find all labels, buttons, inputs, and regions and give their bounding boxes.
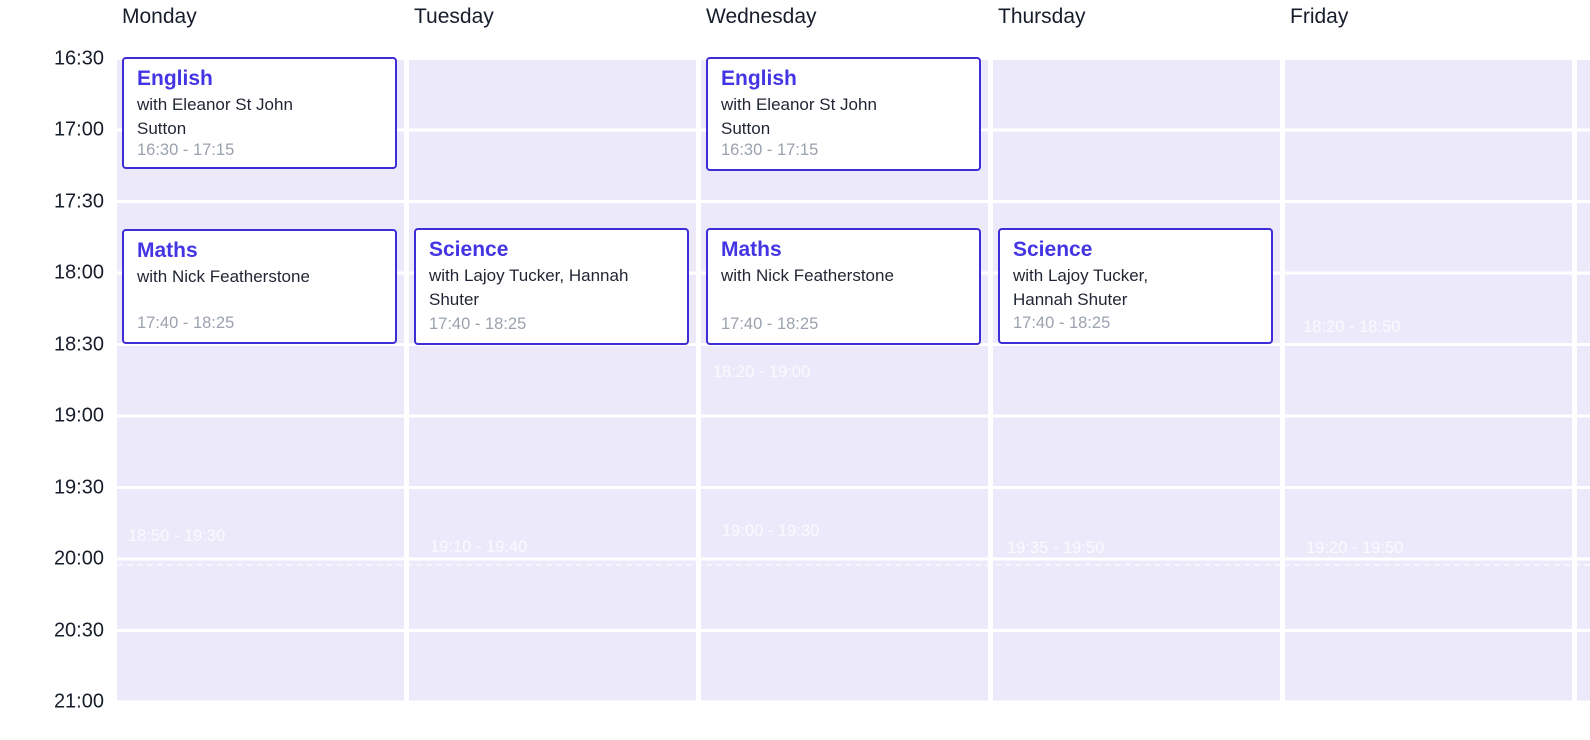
event-card-wed-maths[interactable]: Maths with Nick Featherstone 17:40 - 18:25: [706, 228, 981, 345]
event-card-mon-english[interactable]: English with Eleanor St John Sutton 16:30 …: [122, 57, 397, 169]
event-card-tue-science[interactable]: Science with Lajoy Tucker, Hannah Shuter 1…: [414, 228, 689, 345]
time-label-1630: 16:30: [53, 47, 104, 69]
ghost-time-label: 18:50 - 19:30: [128, 527, 226, 545]
ghost-time-label: 18:20 - 18:50: [1303, 318, 1401, 336]
day-column-monday[interactable]: [117, 57, 404, 701]
column-divider: [1280, 57, 1285, 701]
time-label-1830: 18:30: [53, 333, 104, 355]
day-column-friday[interactable]: [1285, 57, 1572, 701]
event-teachers: with Eleanor St John Sutton: [721, 94, 877, 138]
event-time-range: 17:40 - 18:25: [1013, 313, 1111, 332]
column-divider: [988, 57, 993, 701]
event-time-range: 17:40 - 18:25: [137, 313, 235, 332]
column-divider: [404, 57, 409, 701]
event-card-mon-maths[interactable]: Maths with Nick Featherstone 17:40 - 18:25: [122, 229, 397, 344]
event-time-range: 16:30 - 17:15: [137, 141, 235, 160]
column-divider: [696, 57, 701, 701]
day-column-wednesday[interactable]: [701, 57, 988, 701]
event-card-thu-science[interactable]: Science with Lajoy Tucker, Hannah Shuter 1…: [998, 228, 1273, 344]
ghost-dashed-line: [117, 564, 1590, 566]
event-title: Science: [429, 238, 509, 261]
time-label-1930: 19:30: [53, 476, 104, 498]
day-column-tuesday[interactable]: [409, 57, 696, 701]
day-header-monday: Monday: [122, 5, 197, 28]
time-label-1900: 19:00: [53, 404, 104, 427]
ghost-time-label: 19:10 - 19:40: [430, 538, 528, 556]
event-teachers: with Nick Featherstone: [721, 265, 894, 285]
time-label-2030: 20:30: [53, 619, 104, 641]
ghost-time-label: 19:20 - 19:50: [1306, 539, 1404, 557]
event-title: Maths: [137, 239, 198, 262]
ghost-time-label: 18:20 - 19:00: [713, 363, 811, 381]
event-title: Maths: [721, 238, 782, 261]
day-header-tuesday: Tuesday: [414, 5, 494, 28]
event-teachers: with Nick Featherstone: [137, 266, 310, 286]
event-teachers: with Eleanor St John Sutton: [137, 94, 293, 138]
ghost-time-label: 19:35 - 19:50: [1007, 539, 1105, 557]
event-time-range: 16:30 - 17:15: [721, 141, 819, 160]
day-column-thursday[interactable]: [993, 57, 1280, 701]
time-label-1800: 18:00: [53, 261, 104, 284]
event-time-range: 17:40 - 18:25: [429, 314, 527, 333]
event-teachers: with Lajoy Tucker, Hannah Shuter: [429, 265, 629, 309]
event-time-range: 17:40 - 18:25: [721, 314, 819, 333]
time-label-2000: 20:00: [53, 547, 104, 570]
event-title: English: [137, 67, 213, 90]
day-header-wednesday: Wednesday: [706, 5, 817, 28]
event-teachers: with Lajoy Tucker, Hannah Shuter: [1013, 265, 1149, 309]
ghost-time-label: 19:00 - 19:30: [722, 522, 820, 540]
event-card-wed-english[interactable]: English with Eleanor St John Sutton 16:30 …: [706, 57, 981, 171]
event-title: Science: [1013, 238, 1093, 261]
event-title: English: [721, 67, 797, 90]
time-label-1730: 17:30: [53, 190, 104, 212]
day-header-thursday: Thursday: [998, 5, 1086, 28]
time-label-2100: 21:00: [53, 690, 104, 713]
column-divider: [1572, 57, 1577, 701]
time-label-1700: 17:00: [53, 118, 104, 141]
day-header-friday: Friday: [1290, 5, 1349, 28]
